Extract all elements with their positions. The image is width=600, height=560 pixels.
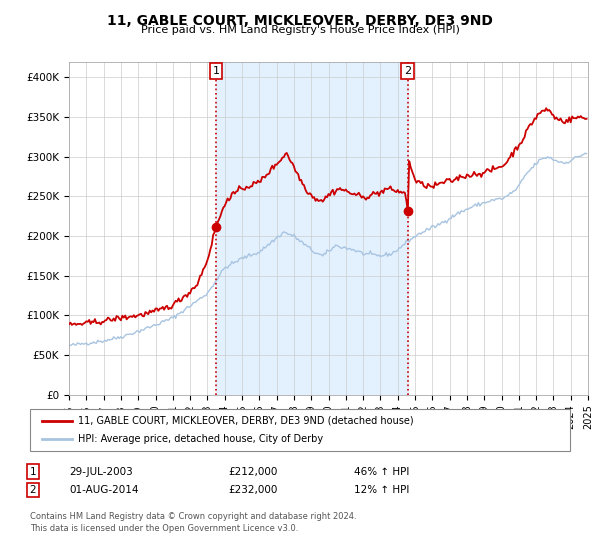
Text: 1: 1 xyxy=(29,466,37,477)
Text: 1: 1 xyxy=(212,66,220,76)
Text: Contains HM Land Registry data © Crown copyright and database right 2024.
This d: Contains HM Land Registry data © Crown c… xyxy=(30,512,356,533)
Text: 29-JUL-2003: 29-JUL-2003 xyxy=(69,466,133,477)
Text: £232,000: £232,000 xyxy=(228,485,277,495)
Text: £212,000: £212,000 xyxy=(228,466,277,477)
Text: 11, GABLE COURT, MICKLEOVER, DERBY, DE3 9ND: 11, GABLE COURT, MICKLEOVER, DERBY, DE3 … xyxy=(107,14,493,28)
Text: 11, GABLE COURT, MICKLEOVER, DERBY, DE3 9ND (detached house): 11, GABLE COURT, MICKLEOVER, DERBY, DE3 … xyxy=(78,416,413,426)
Text: HPI: Average price, detached house, City of Derby: HPI: Average price, detached house, City… xyxy=(78,434,323,444)
Text: Price paid vs. HM Land Registry's House Price Index (HPI): Price paid vs. HM Land Registry's House … xyxy=(140,25,460,35)
Bar xyxy=(216,62,408,395)
Text: 12% ↑ HPI: 12% ↑ HPI xyxy=(354,485,409,495)
Text: 46% ↑ HPI: 46% ↑ HPI xyxy=(354,466,409,477)
Text: 01-AUG-2014: 01-AUG-2014 xyxy=(69,485,139,495)
Text: 2: 2 xyxy=(29,485,37,495)
Text: 2: 2 xyxy=(404,66,412,76)
